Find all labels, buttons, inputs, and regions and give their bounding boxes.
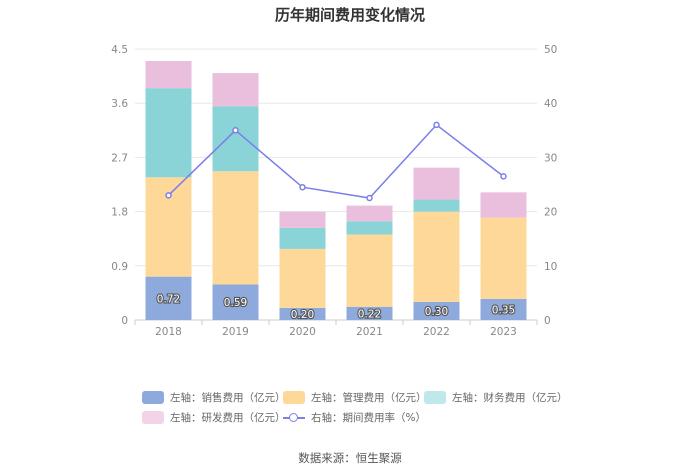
- x-tick-label: 2023: [490, 326, 517, 338]
- bar-segment: [279, 248, 326, 308]
- bar-data-label: 0.22: [358, 308, 381, 320]
- legend-item-sales[interactable]: 左轴：销售费用（亿元）: [142, 390, 286, 405]
- y-right-tick-label: 0: [544, 315, 551, 327]
- y-right-tick-label: 50: [544, 44, 557, 56]
- bar-data-label: 0.35: [492, 304, 515, 316]
- legend-item-admin[interactable]: 左轴：管理费用（亿元）: [283, 390, 427, 405]
- expense-ratio-point: [165, 192, 172, 199]
- expense-ratio-line: [167, 123, 504, 199]
- legend-label-rd: 左轴：研发费用（亿元）: [170, 412, 286, 424]
- bar-data-label: 0.20: [291, 309, 314, 321]
- bar-segment: [279, 227, 326, 249]
- bar-segment: [212, 106, 259, 172]
- bar-data-label: 0.72: [157, 293, 180, 305]
- y-right-tick-label: 40: [544, 98, 557, 110]
- legend-swatch-expense-ratio: [283, 411, 305, 424]
- x-tick-label: 2022: [423, 326, 450, 338]
- legend-item-expense-ratio[interactable]: 右轴：期间费用率（%）: [283, 410, 426, 425]
- legend-item-rd[interactable]: 左轴：研发费用（亿元）: [142, 410, 286, 425]
- y-right-tick-label: 20: [544, 207, 557, 219]
- expense-ratio-point: [433, 121, 440, 129]
- legend-label-expense-ratio: 右轴：期间费用率（%）: [311, 412, 426, 424]
- y-right-tick-label: 30: [544, 152, 557, 164]
- bar-segment: [413, 211, 460, 302]
- bar-segment: [145, 88, 192, 178]
- expense-ratio-point: [299, 183, 306, 191]
- legend-item-finance[interactable]: 左轴：财务费用（亿元）: [424, 390, 568, 405]
- y-left-tick-label: 2.7: [111, 152, 128, 164]
- expense-ratio-point: [232, 127, 239, 134]
- expense-ratio-point: [500, 173, 507, 180]
- expense-ratio-point: [366, 194, 373, 202]
- x-tick-label: 2021: [356, 326, 383, 338]
- bar-segment: [346, 234, 393, 307]
- bar-segment: [413, 301, 460, 320]
- bar-segment: [480, 192, 527, 218]
- bar-segment: [413, 167, 460, 200]
- bar-segment: [212, 171, 259, 285]
- bar-segment: [346, 205, 393, 222]
- legend-label-sales: 左轴：销售费用（亿元）: [170, 392, 286, 404]
- legend-swatch-sales: [142, 391, 164, 404]
- bar-segment: [346, 306, 393, 320]
- bar-data-label: 0.30: [425, 306, 448, 318]
- y-right-tick-label: 10: [544, 261, 557, 273]
- bar-segment: [480, 298, 527, 320]
- legend-label-admin: 左轴：管理费用（亿元）: [311, 392, 427, 404]
- legend-swatch-finance: [424, 391, 446, 404]
- bar-segment: [279, 307, 326, 320]
- y-left-tick-label: 0: [121, 315, 128, 327]
- bar-segment: [145, 276, 192, 320]
- bar-segment: [212, 73, 259, 107]
- bar-data-label: 0.59: [224, 297, 247, 309]
- x-tick-label: 2020: [289, 326, 316, 338]
- bar-segment: [279, 211, 326, 228]
- y-left-tick-label: 1.8: [111, 207, 128, 219]
- x-tick-label: 2019: [222, 326, 249, 338]
- bar-segment: [212, 284, 259, 320]
- bar-segment: [145, 61, 192, 89]
- chart-title: 历年期间费用变化情况: [274, 6, 425, 24]
- y-left-tick-label: 3.6: [111, 98, 128, 110]
- bar-segment: [413, 199, 460, 212]
- bar-segment: [480, 217, 527, 299]
- legend-swatch-rd: [142, 411, 164, 424]
- legend-label-finance: 左轴：财务费用（亿元）: [452, 392, 568, 404]
- y-left-tick-label: 4.5: [111, 44, 128, 56]
- legend-swatch-admin: [283, 391, 305, 404]
- y-left-tick-label: 0.9: [111, 261, 128, 273]
- data-source: 数据来源：恒生聚源: [298, 451, 402, 465]
- bar-segment: [346, 221, 393, 235]
- x-tick-label: 2018: [155, 326, 182, 338]
